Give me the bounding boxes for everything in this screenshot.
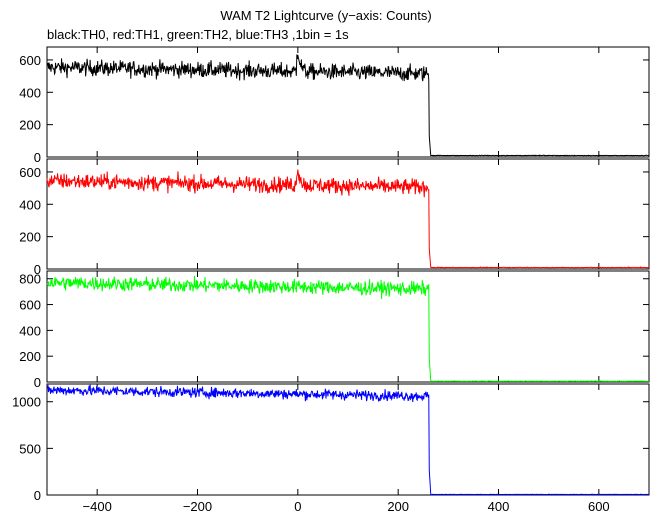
- y-tick-label: 200: [19, 118, 41, 133]
- panel-th0: 0 200 400 600: [19, 46, 650, 165]
- y-tick-label: 1000: [12, 395, 41, 410]
- series-th2: [46, 275, 650, 383]
- panel-th3: 0 500 1000: [12, 383, 650, 503]
- y-tick-label: 400: [19, 197, 41, 212]
- series-th3: [46, 384, 650, 496]
- panel-frame: [46, 158, 650, 270]
- y-tick-label: 0: [34, 488, 41, 503]
- x-tick-label: 200: [387, 499, 409, 514]
- panel-th2: 0 200 400 600 800: [19, 270, 650, 390]
- y-tick-label: 800: [19, 272, 41, 287]
- panel-frame: [46, 383, 650, 496]
- series-th1: [46, 169, 650, 269]
- y-tick-label: 0: [34, 262, 41, 277]
- panel-th1: 0 200 400 600: [19, 158, 650, 277]
- y-tick-label: 0: [34, 150, 41, 165]
- x-tick-label: 0: [294, 499, 301, 514]
- x-axis: −400 −200 0 200 400 600: [83, 499, 610, 514]
- x-tick-label: 600: [588, 499, 610, 514]
- chart-title: WAM T2 Lightcurve (y−axis: Counts): [220, 8, 432, 23]
- y-tick-label: 600: [19, 165, 41, 180]
- y-tick-label: 400: [19, 323, 41, 338]
- panel-frame: [46, 46, 650, 158]
- y-tick-label: 600: [19, 53, 41, 68]
- y-tick-label: 200: [19, 349, 41, 364]
- y-tick-label: 200: [19, 230, 41, 245]
- x-tick-label: −200: [183, 499, 212, 514]
- x-tick-label: −400: [83, 499, 112, 514]
- panel-frame: [46, 270, 650, 383]
- y-tick-label: 400: [19, 85, 41, 100]
- series-th0: [46, 54, 650, 157]
- y-tick-label: 500: [19, 441, 41, 456]
- y-tick-label: 0: [34, 375, 41, 390]
- y-tick-label: 600: [19, 298, 41, 313]
- x-tick-label: 400: [488, 499, 510, 514]
- chart-subtitle: black:TH0, red:TH1, green:TH2, blue:TH3 …: [47, 27, 349, 42]
- panels-group: 0200400600020040060002004006008000500100…: [12, 46, 650, 503]
